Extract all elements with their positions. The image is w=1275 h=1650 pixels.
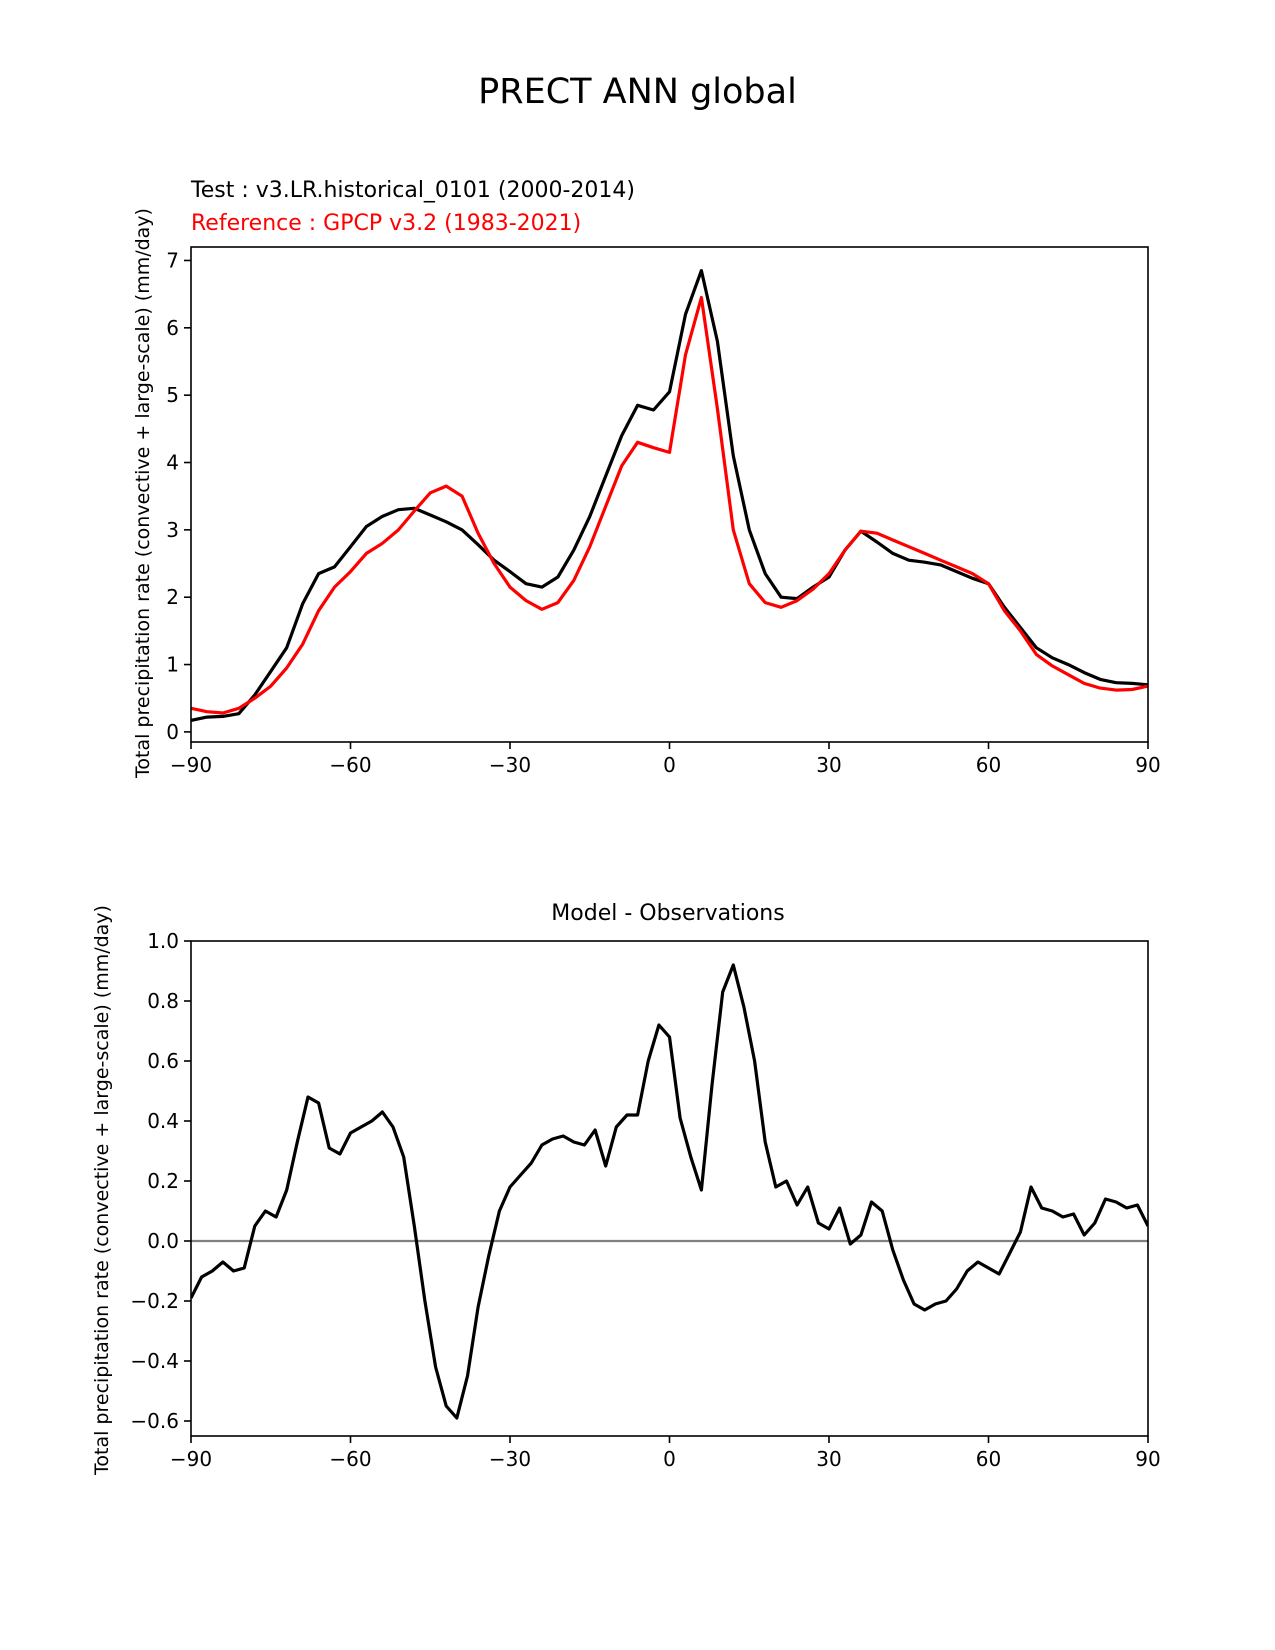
bottom-panel: Model - Observations Total precipitation… — [91, 901, 1161, 1476]
x-tick-label: 90 — [1135, 753, 1160, 777]
y-tick-label: 2 — [166, 585, 179, 609]
y-tick-label: 0.8 — [147, 989, 179, 1013]
bottom-panel-title: Model - Observations — [551, 901, 784, 926]
x-tick-label: −60 — [329, 753, 371, 777]
y-tick-label: 1 — [166, 653, 179, 677]
y-tick-label: 4 — [166, 451, 179, 475]
axes-frame — [190, 246, 1149, 743]
page-title: PRECT ANN global — [478, 72, 797, 112]
top-panel: Test : v3.LR.historical_0101 (2000-2014)… — [132, 178, 1161, 779]
x-tick-label: −90 — [170, 753, 212, 777]
y-tick-label: 0.0 — [147, 1229, 179, 1253]
top-y-axis-label: Total precipitation rate (convective + l… — [132, 208, 154, 779]
series-line-reference — [191, 295, 1148, 715]
y-tick-label: −0.4 — [130, 1349, 179, 1373]
reference-legend-label: Reference : GPCP v3.2 (1983-2021) — [191, 211, 581, 236]
test-legend-label: Test : v3.LR.historical_0101 (2000-2014) — [190, 178, 635, 203]
y-tick-label: 1.0 — [147, 929, 179, 953]
x-tick-label: 30 — [816, 753, 841, 777]
x-tick-label: 90 — [1135, 1447, 1160, 1471]
x-tick-label: −30 — [489, 1447, 531, 1471]
x-tick-label: 0 — [663, 1447, 676, 1471]
y-tick-label: −0.6 — [130, 1409, 179, 1433]
y-tick-label: 0.2 — [147, 1169, 179, 1193]
y-tick-label: 6 — [166, 316, 179, 340]
y-tick-label: 3 — [166, 518, 179, 542]
x-tick-label: 60 — [976, 753, 1001, 777]
y-tick-label: 5 — [166, 383, 179, 407]
y-tick-label: 7 — [166, 248, 179, 272]
x-tick-label: −60 — [329, 1447, 371, 1471]
x-tick-label: 0 — [663, 753, 676, 777]
y-tick-label: −0.2 — [130, 1289, 179, 1313]
bottom-plot-area: −90 −60 −30 0 30 60 90 −0.6 −0.4 −0.2 0.0 0.2 0.4 0.6… — [130, 929, 1160, 1471]
series-line-test — [191, 269, 1148, 722]
top-plot-area: −90 −60 −30 0 30 60 90 0 1 2 3 4 5 6 7 — [166, 246, 1161, 777]
y-tick-label: 0 — [166, 720, 179, 744]
x-tick-label: −90 — [170, 1447, 212, 1471]
x-tick-label: 60 — [976, 1447, 1001, 1471]
x-tick-label: 30 — [816, 1447, 841, 1471]
bottom-y-axis-label: Total precipitation rate (convective + l… — [91, 905, 113, 1476]
y-tick-label: 0.6 — [147, 1049, 179, 1073]
axes-frame — [190, 940, 1149, 1437]
y-tick-label: 0.4 — [147, 1109, 179, 1133]
x-tick-label: −30 — [489, 753, 531, 777]
series-line-model-observations — [191, 963, 1148, 1420]
